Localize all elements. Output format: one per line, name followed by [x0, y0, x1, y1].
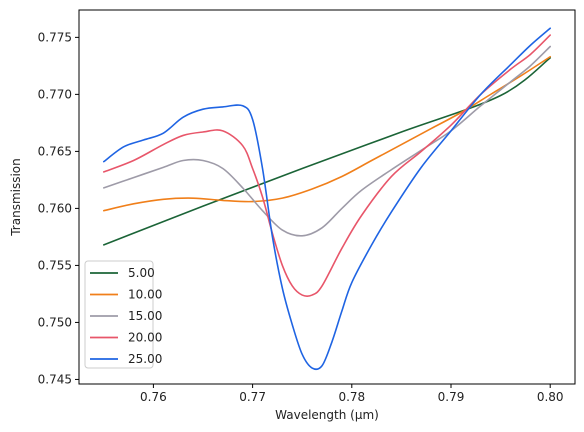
plot-area	[79, 10, 575, 384]
legend-label: 5.00	[128, 266, 155, 280]
x-axis-ticks: 0.76 0.77 0.78 0.79 0.80	[140, 384, 564, 404]
x-tick-label: 0.79	[438, 390, 465, 404]
legend-label: 20.00	[128, 331, 162, 345]
x-axis-label: Wavelength (µm)	[275, 408, 379, 422]
series-line-3	[103, 45, 551, 237]
y-tick-label: 0.755	[38, 258, 72, 272]
series-line-1	[103, 57, 551, 246]
series-line-2	[103, 55, 551, 212]
x-tick-label: 0.77	[239, 390, 266, 404]
plot-frame	[78, 9, 576, 385]
y-axis-ticks: 0.745 0.750 0.755 0.760 0.765 0.770 0.775	[38, 30, 79, 386]
legend: 5.00 10.00 15.00 20.00 25.00	[84, 260, 162, 369]
series-line-4	[103, 34, 551, 297]
y-tick-label: 0.750	[38, 315, 72, 329]
x-tick-label: 0.78	[338, 390, 365, 404]
y-tick-label: 0.770	[38, 87, 72, 101]
series-layer	[103, 27, 551, 371]
y-tick-label: 0.745	[38, 372, 72, 386]
y-tick-label: 0.765	[38, 144, 72, 158]
legend-frame	[84, 260, 154, 369]
y-tick-label: 0.760	[38, 201, 72, 215]
axes-layer	[78, 9, 576, 385]
x-tick-label: 0.76	[140, 390, 167, 404]
series-line-5	[103, 27, 551, 371]
legend-label: 15.00	[128, 309, 162, 323]
y-axis-label: Transmission	[9, 158, 23, 237]
legend-label: 25.00	[128, 352, 162, 366]
y-tick-label: 0.775	[38, 30, 72, 44]
legend-label: 10.00	[128, 288, 162, 302]
x-tick-label: 0.80	[537, 390, 564, 404]
